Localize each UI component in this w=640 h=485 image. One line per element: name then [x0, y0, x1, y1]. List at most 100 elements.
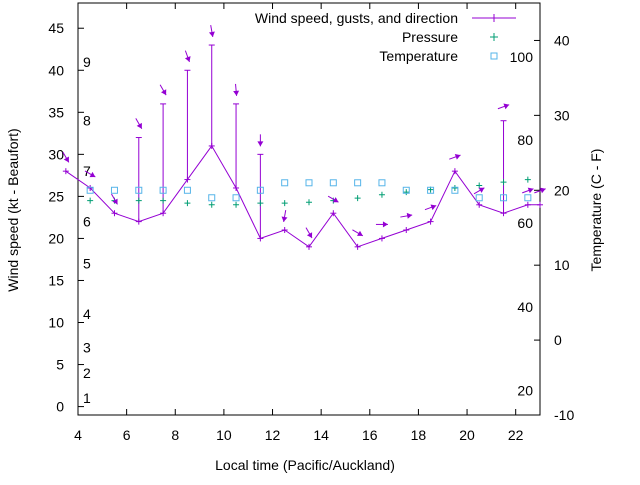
fahrenheit-label: 80 — [517, 132, 533, 148]
pressure-point — [524, 176, 531, 183]
y-tick-label: 35 — [48, 104, 64, 120]
wind-direction-arrowhead — [382, 221, 388, 228]
temperature-point — [86, 186, 94, 194]
fahrenheit-label: 100 — [510, 49, 534, 65]
temperature-point — [256, 186, 264, 194]
y-tick-label: 30 — [48, 146, 64, 162]
x-tick-label: 8 — [171, 427, 179, 443]
temperature-point — [329, 179, 337, 187]
temperature-point — [159, 186, 167, 194]
y2-tick-label: 10 — [554, 257, 570, 273]
temperature-point — [135, 186, 143, 194]
fahrenheit-label: 60 — [517, 215, 533, 231]
x-tick-label: 16 — [362, 427, 378, 443]
temperature-point — [354, 179, 362, 187]
wind-direction-arrowhead — [136, 122, 142, 129]
legend-swatch-pressure — [490, 33, 498, 41]
temperature-point — [232, 194, 240, 202]
wind-direction-arrowhead — [503, 103, 510, 110]
pressure-point — [281, 200, 288, 207]
pressure-point — [135, 197, 142, 204]
temperature-point — [110, 186, 118, 194]
temperature-point — [378, 179, 386, 187]
x-tick-label: 14 — [313, 427, 329, 443]
y-tick-label: 40 — [48, 62, 64, 78]
wind-direction-arrowhead — [332, 197, 339, 203]
temperature-point — [524, 194, 532, 202]
y-tick-label: 10 — [48, 315, 64, 331]
wind-direction-arrowhead — [527, 187, 534, 194]
pressure-point — [257, 200, 264, 207]
wind-direction-arrowhead — [112, 198, 118, 205]
x-tick-label: 20 — [459, 427, 475, 443]
temperature-point — [208, 194, 216, 202]
pressure-point — [233, 201, 240, 208]
y2-tick-label: 30 — [554, 107, 570, 123]
pressure-point — [476, 182, 483, 189]
x-tick-label: 18 — [411, 427, 427, 443]
wind-direction-arrowhead — [233, 90, 240, 96]
legend-label: Temperature — [379, 48, 458, 64]
y-tick-label: 15 — [48, 272, 64, 288]
temperature-point — [500, 194, 508, 202]
pressure-point — [403, 189, 410, 196]
beaufort-label: 9 — [83, 54, 91, 70]
temperature-point — [305, 179, 313, 187]
temperature-point — [427, 186, 435, 194]
pressure-point — [306, 199, 312, 206]
beaufort-label: 2 — [83, 365, 91, 381]
wind-direction-arrowhead — [89, 171, 96, 178]
wind-direction-arrowhead — [306, 232, 313, 239]
fahrenheit-label: 40 — [517, 299, 533, 315]
beaufort-label: 7 — [83, 163, 91, 179]
wind-direction-arrowhead — [161, 89, 167, 96]
pressure-point — [208, 201, 215, 208]
y2-tick-label: 0 — [554, 332, 562, 348]
wind-direction-arrowhead — [184, 56, 191, 62]
pressure-point — [160, 197, 167, 204]
x-axis-label: Local time (Pacific/Auckland) — [215, 457, 395, 473]
y2-tick-label: 40 — [554, 32, 570, 48]
pressure-point — [451, 184, 458, 191]
legend-label: Pressure — [402, 29, 458, 45]
beaufort-label: 4 — [83, 306, 91, 322]
wind-speed-line — [65, 144, 540, 248]
wind-direction-arrowhead — [257, 141, 264, 147]
x-tick-label: 4 — [74, 427, 82, 443]
y-tick-label: 25 — [48, 188, 64, 204]
beaufort-label: 5 — [83, 256, 91, 272]
temperature-point — [183, 186, 191, 194]
pressure-point — [354, 195, 361, 202]
pressure-point — [87, 197, 94, 204]
beaufort-label: 8 — [83, 113, 91, 129]
temperature-point — [281, 179, 289, 187]
y2-tick-label: 20 — [554, 182, 570, 198]
wind-direction-arrowhead — [63, 156, 69, 163]
y-tick-label: 5 — [56, 357, 64, 373]
x-tick-label: 22 — [508, 427, 524, 443]
x-tick-label: 10 — [216, 427, 232, 443]
temperature-point — [475, 194, 483, 202]
temperature-point — [402, 186, 410, 194]
wind-direction-arrowhead — [208, 31, 215, 37]
y-tick-label: 0 — [56, 399, 64, 415]
beaufort-label: 3 — [83, 340, 91, 356]
wind-direction-arrowhead — [478, 187, 485, 193]
pressure-point — [500, 179, 507, 186]
wind-direction-arrowhead — [454, 154, 461, 160]
y-axis-label: Wind speed (kt - Beaufort) — [5, 128, 21, 291]
x-tick-label: 6 — [123, 427, 131, 443]
plot-frame — [77, 2, 541, 416]
y2-axis-label: Temperature (C - F) — [588, 149, 604, 272]
y-tick-label: 45 — [48, 20, 64, 36]
pressure-point — [184, 200, 191, 207]
legend-label: Wind speed, gusts, and direction — [255, 10, 458, 26]
beaufort-label: 1 — [83, 390, 91, 406]
temperature-point — [451, 186, 459, 194]
beaufort-label: 6 — [83, 214, 91, 230]
fahrenheit-label: 20 — [517, 382, 533, 398]
y2-tick-label: -10 — [554, 407, 574, 423]
wind-direction-arrowhead — [539, 187, 546, 194]
